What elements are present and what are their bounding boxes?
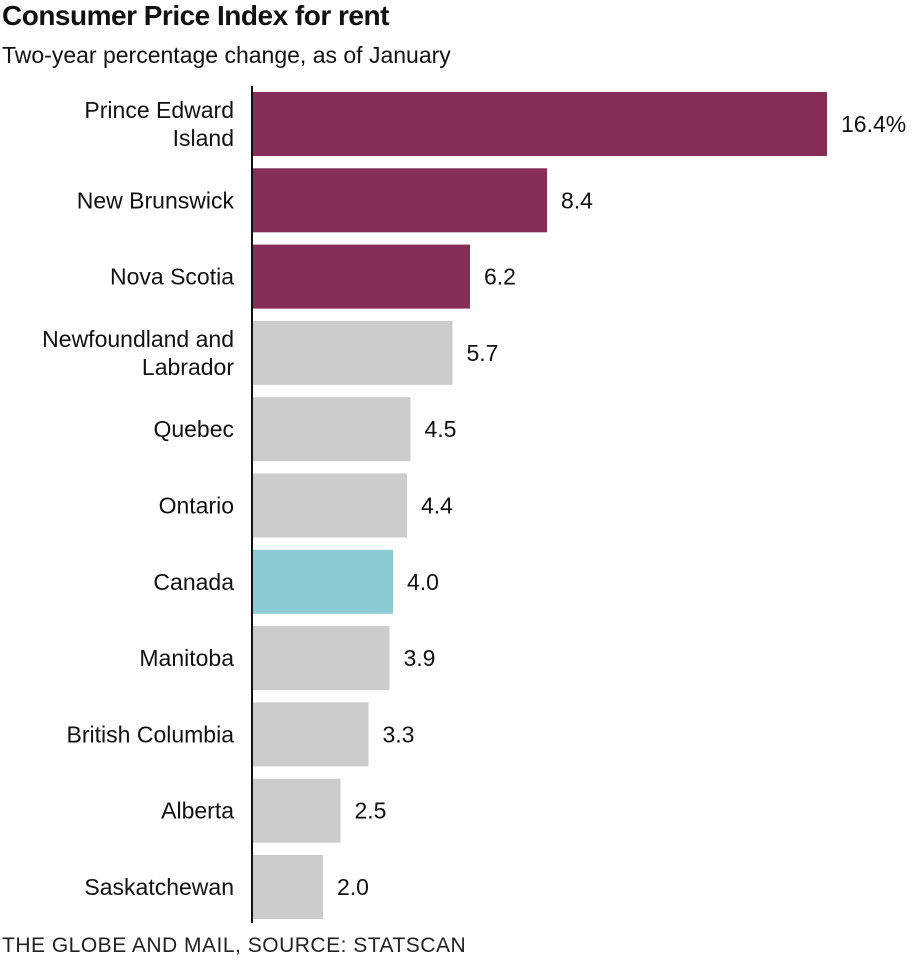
chart-subtitle: Two-year percentage change, as of Januar… — [2, 42, 451, 68]
category-label: Saskatchewan — [84, 874, 234, 900]
category-label: Ontario — [159, 493, 234, 519]
bar-value-label: 6.2 — [484, 264, 516, 290]
bar — [253, 92, 827, 156]
bar — [253, 320, 453, 385]
bar — [253, 397, 411, 462]
category-label-line: Prince Edward — [84, 97, 234, 123]
bar — [253, 473, 407, 538]
bar-value-label: 4.5 — [425, 416, 457, 442]
category-label-line: Saskatchewan — [84, 874, 234, 900]
category-label: Quebec — [153, 416, 234, 442]
category-label-line: Canada — [153, 569, 234, 595]
category-label: Manitoba — [139, 645, 234, 671]
category-label: British Columbia — [67, 721, 235, 747]
category-label: Canada — [153, 569, 234, 595]
bar-value-label: 4.0 — [407, 569, 439, 595]
category-label: Nova Scotia — [110, 264, 234, 290]
bar — [253, 168, 547, 233]
category-label-line: Quebec — [153, 416, 234, 442]
category-label-line: New Brunswick — [77, 187, 235, 213]
bar — [253, 702, 369, 767]
category-label-line: Island — [173, 125, 234, 151]
category-label-line: Newfoundland and — [42, 326, 234, 352]
bar-value-label: 3.3 — [383, 721, 415, 747]
bar-value-label: 2.5 — [355, 798, 387, 824]
bar-value-label: 4.4 — [421, 493, 453, 519]
category-label-line: Alberta — [161, 798, 234, 824]
category-label: Alberta — [161, 798, 234, 824]
source-credit: THE GLOBE AND MAIL, SOURCE: STATSCAN — [2, 934, 467, 957]
category-label: Prince Edward Island — [84, 97, 234, 151]
category-label-line: Labrador — [142, 354, 234, 380]
category-label-line: British Columbia — [67, 721, 235, 747]
bar — [253, 244, 470, 309]
bar-value-label: 2.0 — [337, 874, 369, 900]
bar — [253, 626, 390, 691]
category-label-line: Manitoba — [139, 645, 234, 671]
bar — [253, 549, 393, 614]
category-label: New Brunswick — [77, 187, 235, 213]
bar-value-label: 5.7 — [467, 340, 499, 366]
bar — [253, 778, 341, 843]
chart-title: Consumer Price Index for rent — [2, 0, 389, 31]
category-label-line: Ontario — [159, 493, 234, 519]
category-label: Newfoundland and Labrador — [42, 326, 234, 380]
bar — [253, 855, 323, 919]
bar-value-label: 16.4% — [841, 111, 906, 137]
bar-value-label: 3.9 — [404, 645, 436, 671]
category-label-line: Nova Scotia — [110, 264, 234, 290]
bar-value-label: 8.4 — [561, 187, 593, 213]
